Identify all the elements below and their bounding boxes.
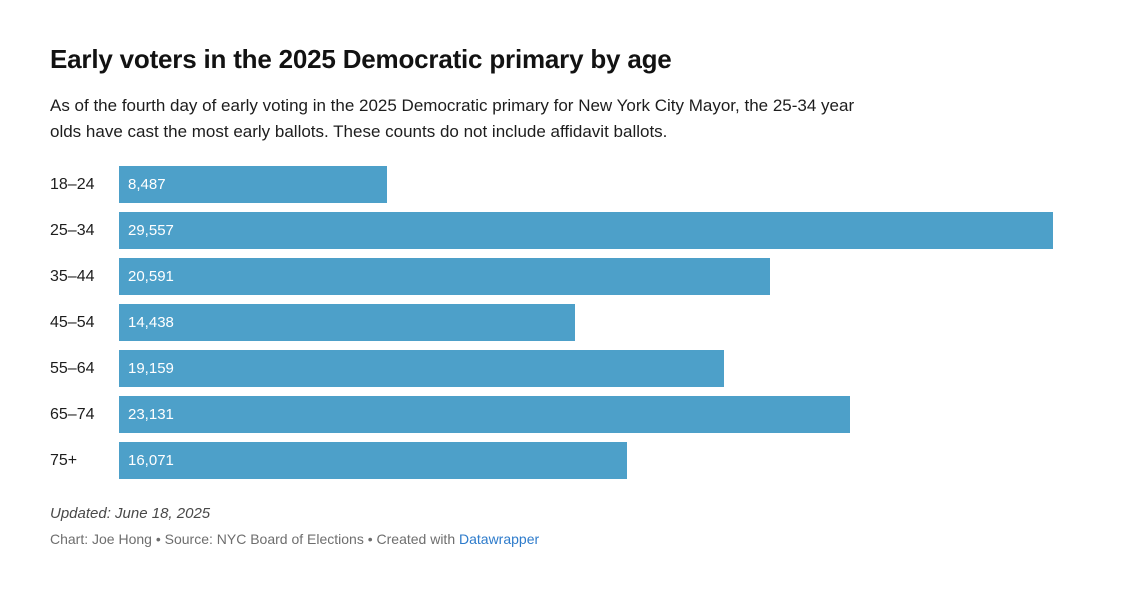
bar[interactable]: 23,131 <box>119 396 850 434</box>
subtitle-line-2: olds have cast the most early ballots. T… <box>50 122 668 142</box>
bar[interactable]: 20,591 <box>119 258 770 296</box>
bar-track: 29,557 <box>119 212 1067 250</box>
bar[interactable]: 14,438 <box>119 304 576 342</box>
value-label: 29,557 <box>128 222 174 240</box>
bar-row: 25–34 29,557 <box>50 212 1067 250</box>
bar-row: 55–64 19,159 <box>50 350 1067 388</box>
byline: Chart: Joe Hong • Source: NYC Board of E… <box>50 531 1067 547</box>
bar-row: 35–44 20,591 <box>50 258 1067 296</box>
category-label: 35–44 <box>50 267 95 285</box>
bar[interactable]: 8,487 <box>119 166 388 204</box>
category-label: 55–64 <box>50 359 95 377</box>
bar-chart: 18–24 8,487 25–34 29,557 35–44 20,591 45–54 14,… <box>50 166 1067 480</box>
bar[interactable]: 16,071 <box>119 442 627 480</box>
category-label: 25–34 <box>50 221 95 239</box>
value-label: 16,071 <box>128 452 174 470</box>
value-label: 14,438 <box>128 314 174 332</box>
value-label: 8,487 <box>128 176 166 194</box>
value-label: 23,131 <box>128 406 174 424</box>
chart-footer: Updated: June 18, 2025 Chart: Joe Hong •… <box>50 505 1067 547</box>
bar-track: 16,071 <box>119 442 1067 480</box>
bar-track: 20,591 <box>119 258 1067 296</box>
category-label: 18–24 <box>50 175 95 193</box>
subtitle-line-1: As of the fourth day of early voting in … <box>50 96 855 116</box>
datawrapper-link[interactable]: Datawrapper <box>459 531 540 548</box>
bar-row: 65–74 23,131 <box>50 396 1067 434</box>
bar-row: 18–24 8,487 <box>50 166 1067 204</box>
updated-note: Updated: June 18, 2025 <box>50 505 211 523</box>
bar[interactable]: 29,557 <box>119 212 1053 250</box>
byline-text: Chart: Joe Hong • Source: NYC Board of E… <box>50 531 459 548</box>
value-label: 19,159 <box>128 360 174 378</box>
chart-subtitle: As of the fourth day of early voting in … <box>50 93 1067 145</box>
value-label: 20,591 <box>128 268 174 286</box>
bar-track: 14,438 <box>119 304 1067 342</box>
bar-row: 75+ 16,071 <box>50 442 1067 480</box>
category-label: 65–74 <box>50 405 95 423</box>
bar-track: 8,487 <box>119 166 1067 204</box>
bar-row: 45–54 14,438 <box>50 304 1067 342</box>
bar[interactable]: 19,159 <box>119 350 725 388</box>
chart-title: Early voters in the 2025 Democratic prim… <box>50 44 672 74</box>
bar-track: 19,159 <box>119 350 1067 388</box>
category-label: 45–54 <box>50 313 95 331</box>
bar-track: 23,131 <box>119 396 1067 434</box>
category-label: 75+ <box>50 451 78 469</box>
